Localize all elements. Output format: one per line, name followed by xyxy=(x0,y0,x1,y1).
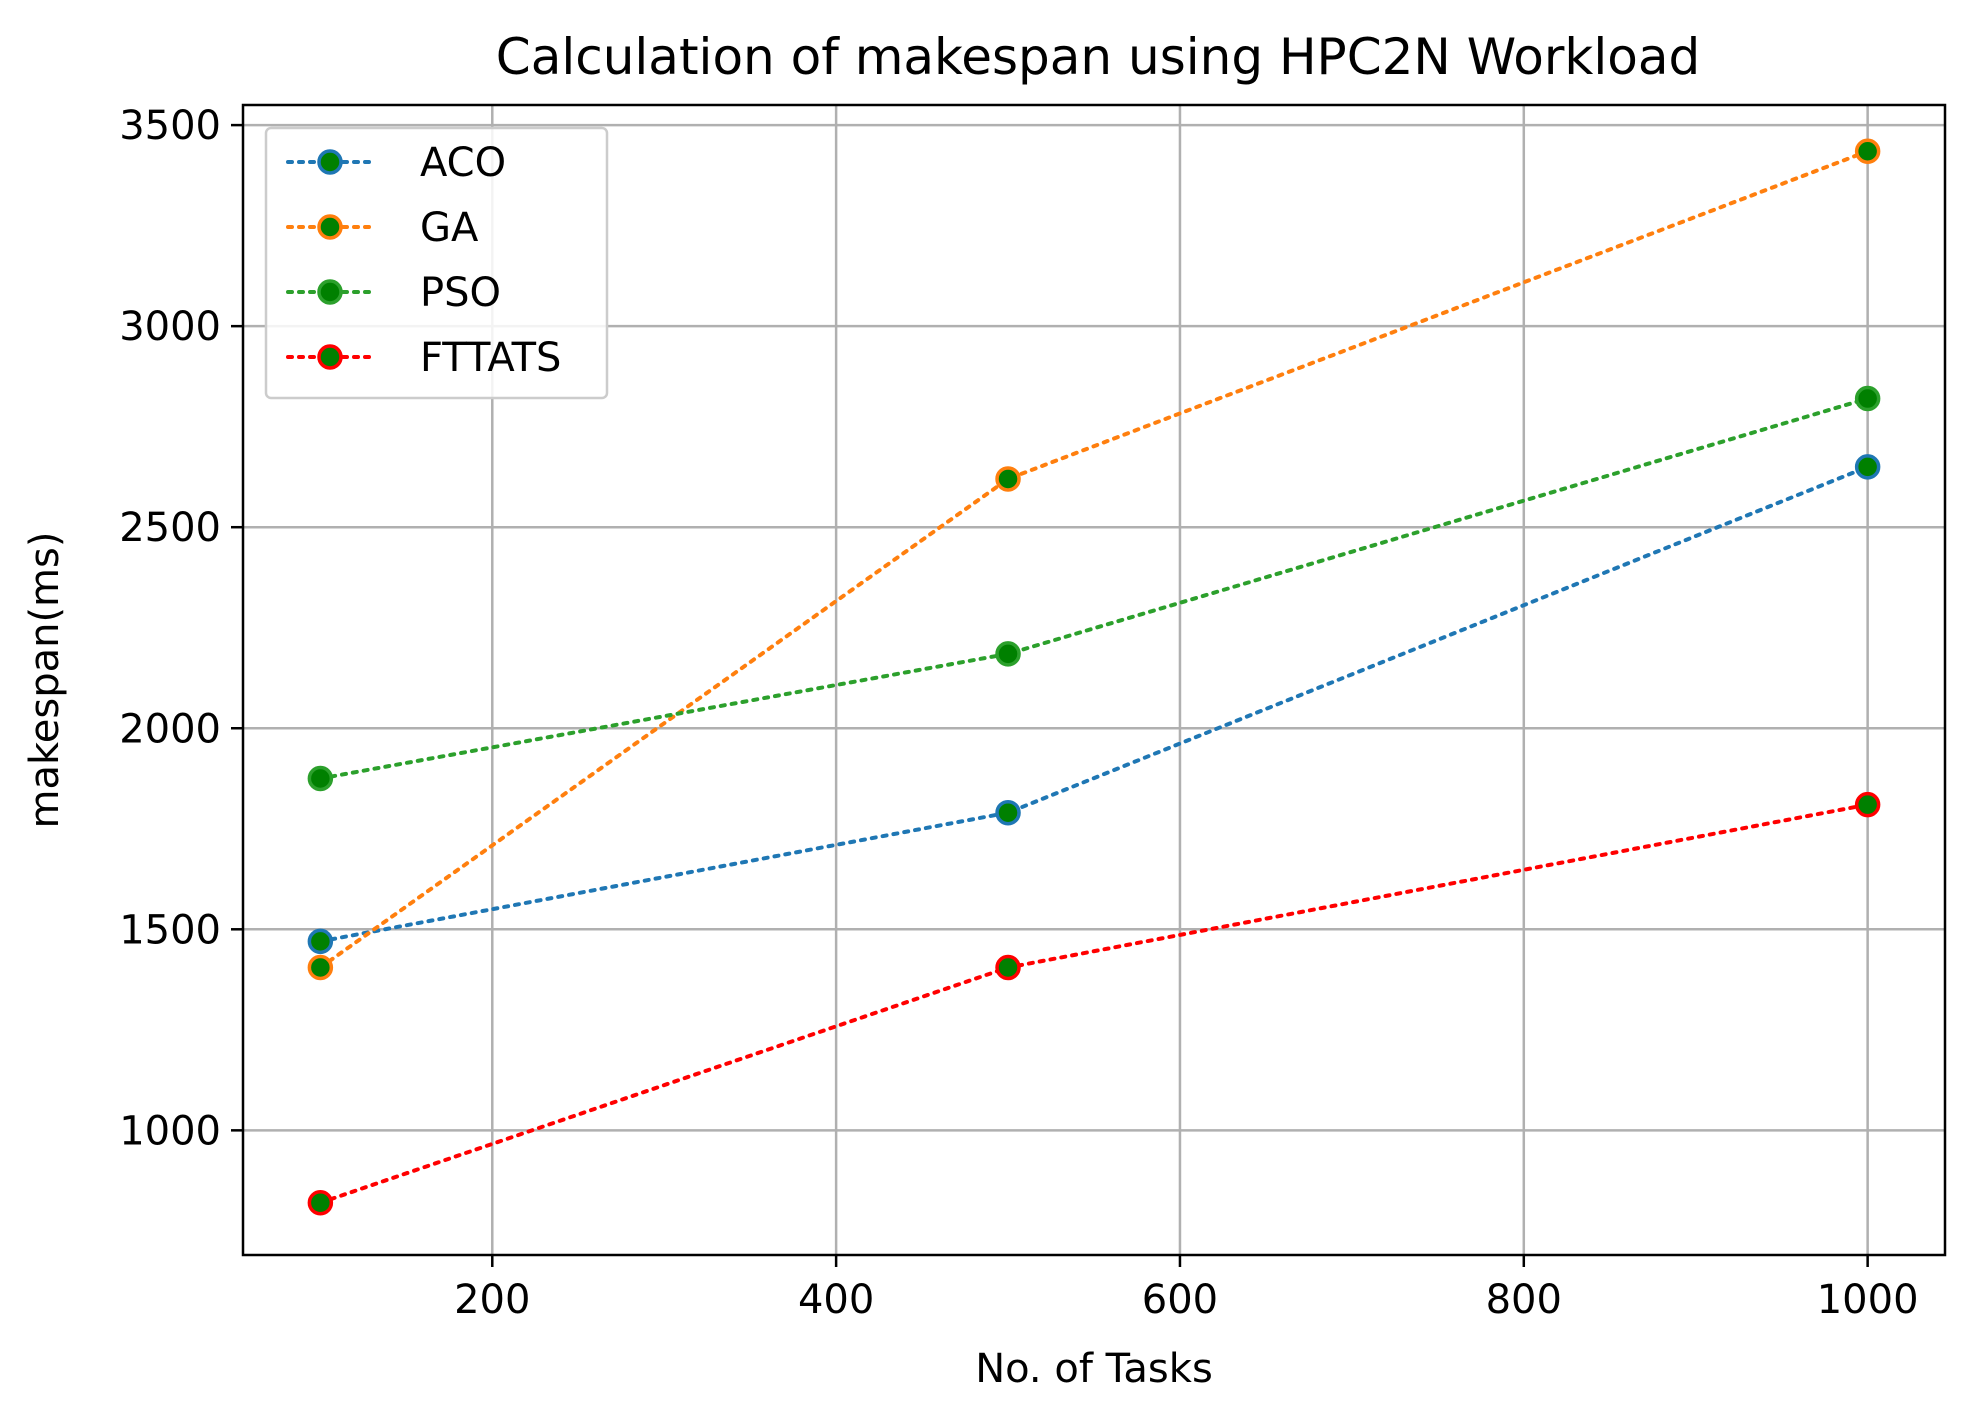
legend-marker xyxy=(317,344,343,370)
series-line xyxy=(318,149,1870,970)
y-tick-label: 3500 xyxy=(119,103,221,149)
data-point xyxy=(995,954,1021,981)
data-point xyxy=(995,799,1021,826)
data-point xyxy=(1854,138,1881,164)
data-point xyxy=(995,466,1021,492)
data-point xyxy=(1854,454,1881,480)
x-axis: 200 400 600 800 1000 xyxy=(454,1255,1919,1323)
y-tick-label: 3000 xyxy=(119,304,221,350)
y-tick-label: 1500 xyxy=(119,907,221,953)
legend-item-fttats: FTTATS xyxy=(286,335,561,381)
data-point xyxy=(1854,385,1881,412)
data-point xyxy=(307,928,334,955)
x-axis-label: No. of Tasks xyxy=(975,1346,1213,1392)
legend-marker xyxy=(317,279,343,305)
y-axis-label: makespan(ms) xyxy=(22,532,68,829)
plot-frame xyxy=(241,103,1947,1257)
series-pso xyxy=(307,385,1881,792)
legend-label: GA xyxy=(420,205,479,251)
legend-marker xyxy=(317,214,343,240)
data-point xyxy=(307,954,334,981)
x-tick-label: 600 xyxy=(1142,1277,1218,1323)
legend: ACO GA PSO FTTATS xyxy=(264,126,609,400)
chart-title: Calculation of makespan using HPC2N Work… xyxy=(496,28,1700,86)
x-tick-label: 400 xyxy=(798,1277,874,1323)
series-aco xyxy=(307,454,1881,955)
grid xyxy=(243,105,1945,1255)
legend-item-aco: ACO xyxy=(286,140,506,186)
x-tick-label: 1000 xyxy=(1817,1277,1919,1323)
y-axis: 1000 1500 2000 2500 3000 3500 xyxy=(119,103,243,1154)
y-tick-label: 2000 xyxy=(119,706,221,752)
data-point xyxy=(307,1189,334,1216)
legend-item-ga: GA xyxy=(286,205,479,251)
y-tick-label: 2500 xyxy=(119,505,221,551)
data-point xyxy=(1854,791,1881,818)
x-tick-label: 800 xyxy=(1486,1277,1562,1323)
legend-label: PSO xyxy=(420,270,501,316)
legend-box xyxy=(264,126,609,400)
series-fttats xyxy=(307,791,1881,1216)
legend-label: FTTATS xyxy=(420,335,561,381)
y-tick-label: 1000 xyxy=(119,1108,221,1154)
series-line xyxy=(318,802,1870,1205)
x-tick-label: 200 xyxy=(454,1277,530,1323)
series-ga xyxy=(307,138,1881,981)
series-line xyxy=(318,464,1870,944)
legend-marker xyxy=(317,149,343,175)
data-point xyxy=(995,641,1021,667)
legend-item-pso: PSO xyxy=(286,270,501,316)
data-point xyxy=(307,765,334,792)
legend-label: ACO xyxy=(420,140,506,186)
series-layer xyxy=(307,138,1881,1216)
series-line xyxy=(318,396,1870,781)
